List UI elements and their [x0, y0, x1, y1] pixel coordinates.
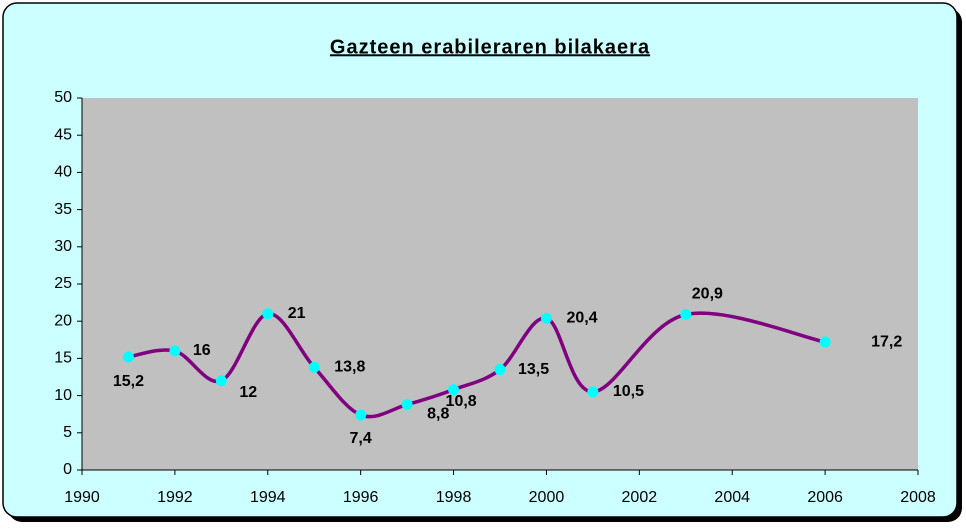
- point: [122, 351, 134, 363]
- value-label: 13,5: [518, 361, 549, 378]
- x-tick-label: 1996: [343, 489, 379, 506]
- point: [401, 399, 413, 411]
- value-label: 21: [288, 305, 306, 322]
- value-label: 17,2: [871, 333, 902, 350]
- point: [215, 375, 227, 387]
- y-tick-label: 15: [54, 350, 72, 367]
- value-label: 10,8: [446, 393, 477, 410]
- y-tick-label: 40: [54, 164, 72, 181]
- value-label: 8,8: [427, 406, 449, 423]
- y-tick-label: 30: [54, 238, 72, 255]
- value-label: 10,5: [613, 383, 644, 400]
- x-tick-label: 1990: [64, 489, 100, 506]
- x-tick-label: 2000: [529, 489, 565, 506]
- point: [587, 386, 599, 398]
- y-tick-label: 20: [54, 312, 72, 329]
- x-tick-label: 2004: [714, 489, 750, 506]
- value-label: 16: [193, 342, 211, 359]
- x-tick-label: 2008: [900, 489, 936, 506]
- point: [308, 361, 320, 373]
- x-tick-label: 2002: [622, 489, 658, 506]
- y-tick-label: 10: [54, 387, 72, 404]
- point: [540, 312, 552, 324]
- value-label: 7,4: [350, 430, 372, 447]
- y-tick-label: 45: [54, 126, 72, 143]
- y-tick-label: 35: [54, 201, 72, 218]
- point: [262, 308, 274, 320]
- x-tick-label: 1998: [436, 489, 472, 506]
- chart-title: Gazteen erabileraren bilakaera: [330, 36, 650, 58]
- y-tick-label: 50: [54, 89, 72, 106]
- value-label: 20,4: [566, 309, 597, 326]
- value-label: 15,2: [113, 373, 144, 390]
- y-tick-label: 0: [63, 461, 72, 478]
- point: [448, 384, 460, 396]
- y-tick-label: 25: [54, 275, 72, 292]
- point: [680, 309, 692, 321]
- value-label: 20,9: [692, 286, 723, 303]
- value-label: 12: [239, 384, 257, 401]
- line: [128, 311, 826, 419]
- x-tick-label: 1992: [157, 489, 193, 506]
- point: [819, 336, 831, 348]
- point: [169, 345, 181, 357]
- plot-area: [82, 98, 918, 470]
- x-tick-label: 1994: [250, 489, 286, 506]
- point: [355, 409, 367, 421]
- point: [494, 364, 506, 376]
- value-label: 13,8: [334, 359, 365, 376]
- y-tick-label: 5: [63, 424, 72, 441]
- x-tick-label: 2006: [807, 489, 843, 506]
